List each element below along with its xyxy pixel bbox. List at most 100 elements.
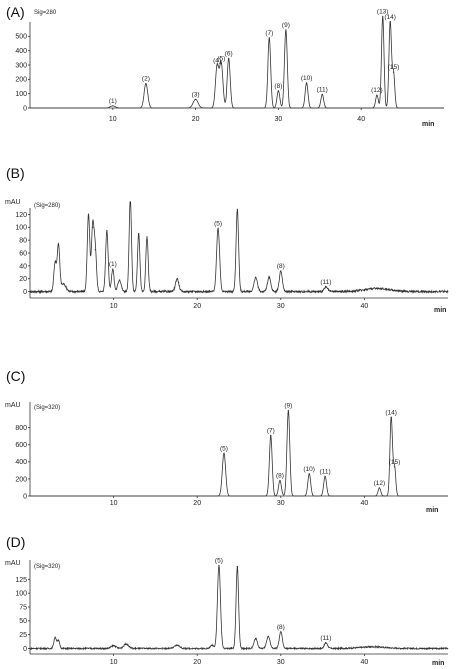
x-tick-label: 10: [110, 500, 118, 507]
y-axis-label: mAU: [5, 402, 21, 409]
peak-label: (11): [320, 279, 331, 286]
peak-label: (8): [276, 473, 284, 480]
peak-apex: [57, 244, 60, 246]
peak-label: (5): [214, 221, 222, 228]
peak-apex: [376, 94, 378, 96]
x-axis-unit: min: [426, 507, 438, 514]
peak-apex: [87, 213, 90, 215]
y-axis-label: mAU: [5, 560, 21, 567]
peak-apex: [267, 635, 269, 637]
chromatogram-trace: [30, 410, 448, 497]
y-axis-label: mAU: [5, 199, 21, 206]
peak-apex: [378, 487, 380, 489]
x-tick-label: 20: [193, 303, 201, 310]
peak-apex: [138, 233, 140, 235]
peak-apex: [270, 434, 272, 436]
x-tick-label: 30: [277, 500, 285, 507]
peak-apex: [106, 229, 108, 232]
peak-apex: [129, 201, 131, 203]
y-tick-label: 400: [15, 459, 27, 466]
peak-apex: [62, 283, 64, 285]
signal-label: (Sig=280): [34, 203, 60, 209]
peak-apex: [146, 236, 148, 238]
peak-apex: [118, 279, 121, 281]
x-axis-unit: min: [422, 121, 434, 128]
y-tick-label: 25: [19, 632, 27, 639]
peak-apex: [308, 473, 310, 475]
peak-label: (15): [389, 459, 401, 466]
peak-apex: [54, 636, 56, 639]
y-tick-label: 500: [15, 34, 27, 41]
peak-label: (9): [282, 22, 290, 29]
x-tick-label: 40: [361, 659, 369, 666]
peak-label: (13): [377, 8, 389, 15]
peak-apex: [389, 21, 391, 23]
peak-apex: [217, 228, 219, 230]
y-tick-label: 125: [15, 577, 27, 584]
peak-apex: [228, 58, 230, 60]
peak-apex: [54, 262, 56, 264]
peak-label: (8): [277, 263, 285, 270]
peak-apex: [393, 466, 396, 468]
peak-apex: [268, 37, 270, 39]
peak-apex: [268, 276, 270, 278]
peak-apex: [176, 278, 178, 280]
peak-label: (8): [277, 624, 285, 631]
x-axis-unit: min: [434, 307, 446, 314]
peak-label: (7): [265, 30, 273, 37]
peak-apex: [176, 644, 178, 646]
peak-label: (11): [320, 468, 331, 475]
y-tick-label: 0: [23, 289, 27, 296]
peak-label: (4): [213, 58, 221, 65]
x-tick-label: 10: [110, 303, 118, 310]
y-tick-label: 100: [15, 91, 27, 98]
peak-label: (10): [303, 466, 315, 473]
y-tick-label: 0: [23, 646, 27, 653]
y-tick-label: 50: [19, 618, 27, 625]
peak-label: (14): [385, 409, 397, 416]
peak-apex: [216, 65, 218, 67]
y-tick-label: 300: [15, 62, 27, 69]
chromatogram-panel-c: (C) (Sig=320) mAU min 0 200 400 600 800 10 20 3…: [5, 368, 448, 514]
peak-apex: [321, 93, 323, 95]
peak-apex: [324, 475, 326, 477]
signal-label: (Sig=320): [34, 405, 60, 411]
peak-label: (1): [109, 98, 117, 105]
peak-apex: [125, 643, 127, 645]
peak-apex: [255, 276, 257, 278]
signal-label: Sig=280: [34, 10, 57, 16]
peak-apex: [218, 564, 220, 567]
x-tick-label: 40: [361, 303, 369, 310]
peak-apex: [195, 98, 197, 100]
y-tick-label: 600: [15, 442, 27, 449]
peak-label: (9): [284, 403, 292, 410]
peak-apex: [279, 480, 281, 482]
peak-label: (5): [215, 558, 223, 565]
peak-label: (11): [320, 635, 331, 642]
peak-apex: [220, 63, 222, 65]
peak-apex: [280, 631, 282, 633]
x-tick-label: 10: [110, 659, 118, 666]
peak-label: (15): [388, 64, 400, 71]
y-tick-label: 0: [23, 493, 27, 500]
peak-apex: [325, 642, 327, 644]
x-tick-label: 40: [357, 116, 365, 123]
y-tick-label: 200: [15, 77, 27, 84]
chromatogram-panel-b: (B) (Sig=280) mAU min 0 20 40 60 80 100 120 10 2…: [5, 165, 449, 314]
peak-apex: [112, 105, 114, 107]
peak-label: (14): [384, 14, 396, 21]
peak-apex: [392, 71, 395, 73]
peak-label: (8): [274, 83, 282, 90]
y-tick-label: 60: [19, 250, 27, 257]
peak-apex: [211, 644, 213, 646]
x-tick-label: 30: [277, 303, 285, 310]
peak-label: (3): [192, 91, 200, 98]
panel-label: (D): [6, 534, 25, 550]
y-tick-label: 100: [15, 225, 27, 232]
signal-label: (Sig=320): [34, 564, 60, 570]
panel-label: (C): [6, 368, 25, 384]
peak-apex: [57, 640, 60, 642]
y-tick-label: 400: [15, 48, 27, 55]
peak-label: (5): [220, 445, 228, 452]
